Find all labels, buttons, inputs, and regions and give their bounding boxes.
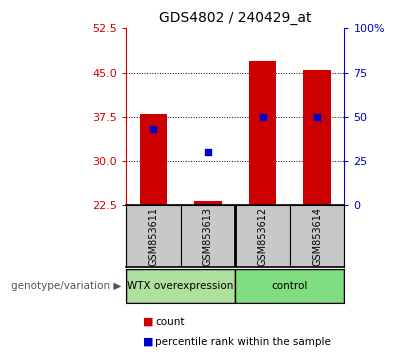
Text: GSM853614: GSM853614 bbox=[312, 207, 322, 266]
Bar bbox=[235, 205, 290, 267]
Text: GSM853612: GSM853612 bbox=[257, 207, 268, 266]
Text: count: count bbox=[155, 317, 185, 327]
Bar bbox=[126, 205, 181, 267]
Text: control: control bbox=[272, 281, 308, 291]
Text: GSM853613: GSM853613 bbox=[203, 207, 213, 266]
Point bbox=[314, 114, 320, 120]
Text: percentile rank within the sample: percentile rank within the sample bbox=[155, 337, 331, 347]
Bar bbox=[304, 70, 331, 205]
Bar bbox=[290, 205, 344, 267]
Bar bbox=[139, 114, 167, 205]
Text: genotype/variation ▶: genotype/variation ▶ bbox=[11, 281, 122, 291]
Bar bbox=[126, 269, 235, 303]
Title: GDS4802 / 240429_at: GDS4802 / 240429_at bbox=[159, 11, 312, 24]
Text: ■: ■ bbox=[143, 317, 153, 327]
Text: ■: ■ bbox=[143, 337, 153, 347]
Bar bbox=[249, 61, 276, 205]
Text: WTX overexpression: WTX overexpression bbox=[127, 281, 234, 291]
Point bbox=[150, 126, 157, 131]
Bar bbox=[235, 269, 344, 303]
Bar bbox=[181, 205, 235, 267]
Text: GSM853611: GSM853611 bbox=[148, 207, 158, 266]
Point bbox=[259, 114, 266, 120]
Bar bbox=[194, 201, 222, 205]
Point bbox=[205, 149, 211, 155]
